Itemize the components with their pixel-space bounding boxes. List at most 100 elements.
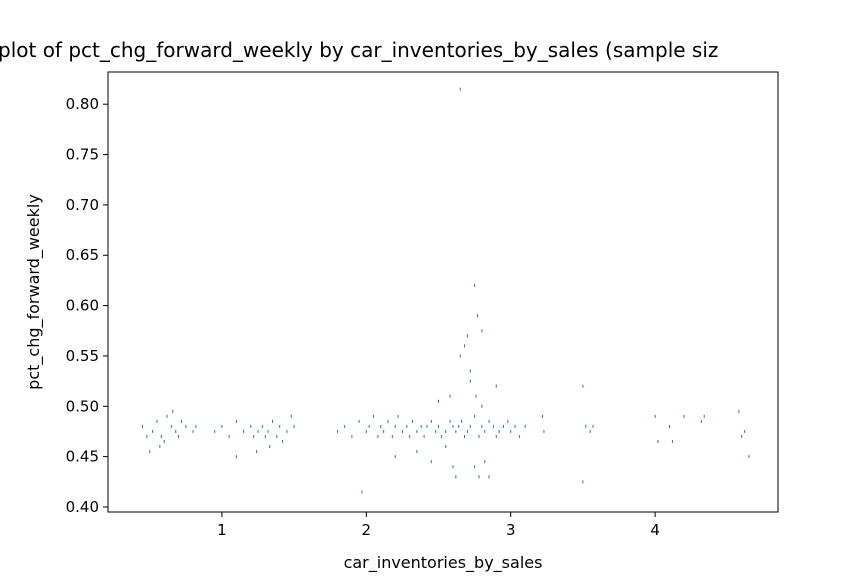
point (250, 424, 252, 428)
point (214, 429, 216, 433)
point (748, 455, 750, 459)
point (488, 475, 490, 479)
point (464, 344, 466, 348)
point (146, 434, 148, 438)
point (683, 414, 685, 418)
point (423, 434, 425, 438)
point (495, 384, 497, 388)
point (478, 475, 480, 479)
y-tick-label: 0.60 (66, 297, 99, 315)
point (452, 465, 454, 469)
point (654, 414, 656, 418)
point (466, 429, 468, 433)
point (449, 394, 451, 398)
point (387, 419, 389, 423)
point (166, 414, 168, 418)
point (484, 460, 486, 464)
y-tick-label: 0.45 (66, 448, 99, 466)
point (290, 414, 292, 418)
y-tick-label: 0.80 (66, 95, 99, 113)
x-tick-label: 2 (362, 521, 372, 539)
point (279, 424, 281, 428)
point (383, 429, 385, 433)
point (475, 394, 477, 398)
point (336, 429, 338, 433)
point (492, 424, 494, 428)
point (377, 434, 379, 438)
point (149, 450, 151, 454)
point (412, 419, 414, 423)
point (543, 429, 545, 433)
point (426, 424, 428, 428)
chart-title: plot of pct_chg_forward_weekly by car_in… (0, 38, 718, 62)
point (524, 424, 526, 428)
point (178, 434, 180, 438)
point (469, 379, 471, 383)
point (700, 419, 702, 423)
x-tick-label: 4 (650, 521, 660, 539)
point (477, 314, 479, 318)
point (445, 445, 447, 449)
point (458, 424, 460, 428)
point (159, 445, 161, 449)
point (293, 424, 295, 428)
point (430, 419, 432, 423)
point (474, 465, 476, 469)
point (185, 424, 187, 428)
y-tick-label: 0.50 (66, 397, 99, 415)
point (394, 424, 396, 428)
point (481, 404, 483, 408)
point (361, 490, 363, 494)
point (459, 354, 461, 358)
point (394, 455, 396, 459)
point (286, 429, 288, 433)
point (440, 434, 442, 438)
y-axis-label: pct_chg_forward_weekly (24, 194, 44, 390)
point (455, 429, 457, 433)
point (409, 434, 411, 438)
point (518, 434, 520, 438)
point (256, 450, 258, 454)
point (397, 414, 399, 418)
x-tick-label: 1 (217, 521, 227, 539)
point (269, 445, 271, 449)
point (438, 424, 440, 428)
point (264, 434, 266, 438)
point (235, 419, 237, 423)
point (478, 434, 480, 438)
point (474, 283, 476, 287)
point (416, 450, 418, 454)
point (703, 414, 705, 418)
point (358, 419, 360, 423)
point (175, 429, 177, 433)
point (585, 424, 587, 428)
point (180, 419, 182, 423)
point (474, 414, 476, 418)
point (253, 434, 255, 438)
point (365, 429, 367, 433)
point (741, 434, 743, 438)
point (391, 434, 393, 438)
point (271, 419, 273, 423)
point (592, 424, 594, 428)
y-tick-label: 0.55 (66, 347, 99, 365)
point (430, 460, 432, 464)
point (195, 424, 197, 428)
point (368, 424, 370, 428)
point (282, 440, 284, 444)
point (469, 424, 471, 428)
point (466, 334, 468, 338)
point (267, 429, 269, 433)
y-tick-label: 0.70 (66, 196, 99, 214)
point (503, 424, 505, 428)
point (488, 419, 490, 423)
point (373, 414, 375, 418)
y-tick-label: 0.75 (66, 146, 99, 164)
point (744, 429, 746, 433)
plot-frame (107, 71, 779, 513)
point (221, 424, 223, 428)
point (510, 429, 512, 433)
point (452, 424, 454, 428)
point (435, 429, 437, 433)
